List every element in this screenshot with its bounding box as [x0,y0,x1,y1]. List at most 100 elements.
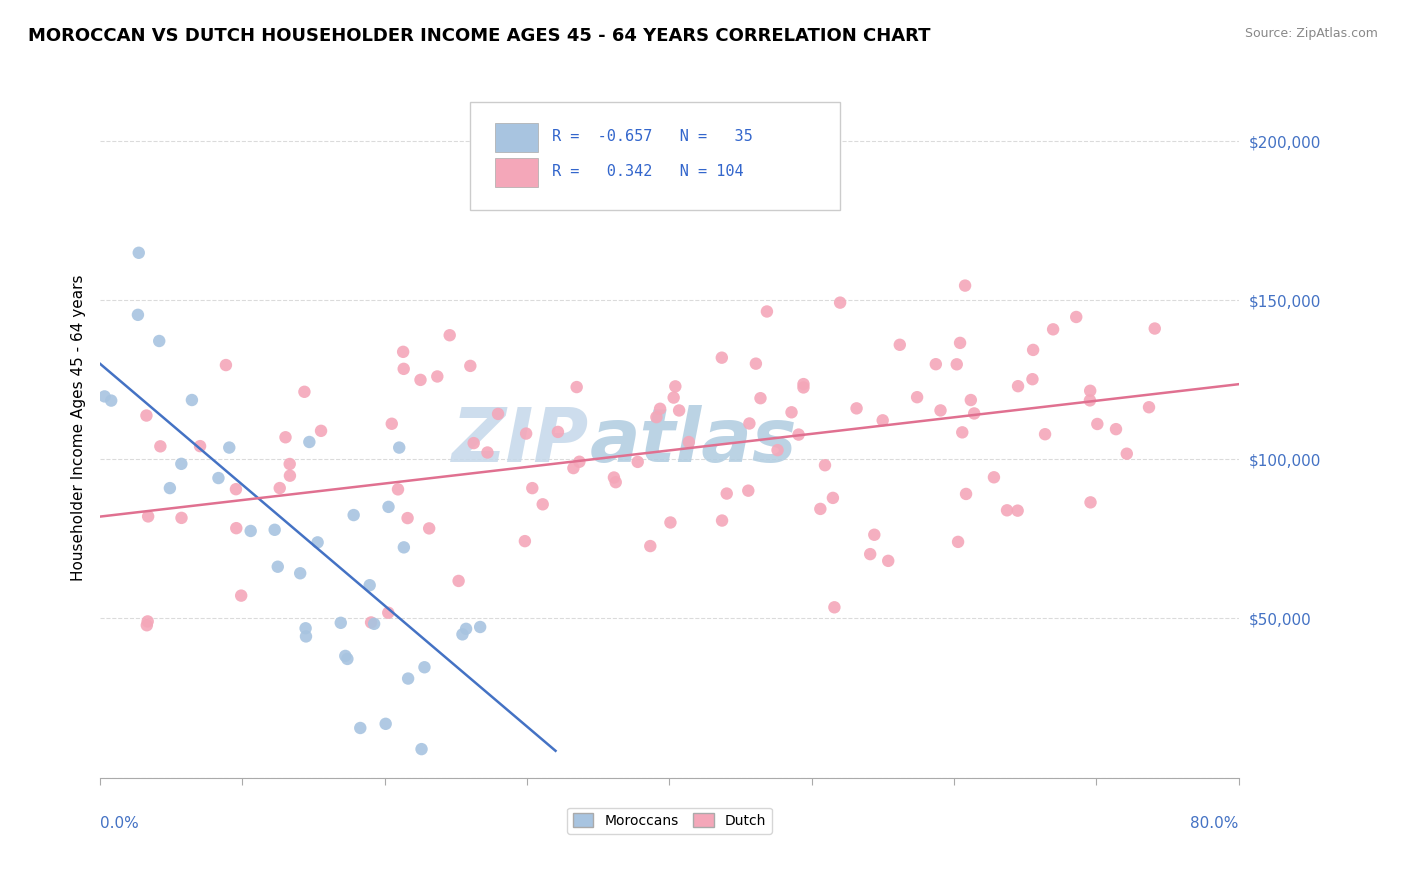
Point [766,443,789,458]
Point [562,461,585,475]
Point [170,457,193,471]
Point [263,523,285,537]
Point [859,547,882,561]
Text: Source: ZipAtlas.com: Source: ZipAtlas.com [1244,27,1378,40]
Point [877,554,900,568]
Point [1042,322,1064,336]
Point [100,393,122,408]
Bar [495,123,538,153]
Point [821,491,844,505]
Point [392,362,415,376]
Point [470,620,492,634]
Point [1137,401,1160,415]
Point [360,615,382,630]
Point [983,470,1005,484]
Point [645,410,668,425]
Point [329,615,352,630]
Point [863,527,886,541]
Point [159,481,181,495]
Point [295,629,318,643]
Point [170,511,193,525]
Point [343,508,366,522]
Point [710,351,733,365]
Point [1085,417,1108,431]
Text: MOROCCAN VS DUTCH HOUSEHOLDER INCOME AGES 45 - 64 YEARS CORRELATION CHART: MOROCCAN VS DUTCH HOUSEHOLDER INCOME AGE… [28,27,931,45]
Point [945,357,967,371]
Point [808,502,831,516]
Point [780,405,803,419]
FancyBboxPatch shape [470,102,841,211]
Point [565,380,588,394]
Point [215,358,238,372]
Point [207,471,229,485]
Point [359,578,381,592]
Point [486,407,509,421]
Point [411,742,433,756]
Point [377,500,399,514]
Point [640,539,662,553]
Point [387,483,409,497]
Point [668,403,690,417]
Point [1143,321,1166,335]
Point [218,441,240,455]
Point [547,425,569,439]
Point [439,328,461,343]
Point [278,457,301,471]
Point [845,401,868,416]
Point [290,566,312,581]
Point [460,359,482,373]
Point [336,652,359,666]
Point [925,357,948,371]
Point [1021,372,1043,386]
Point [335,648,357,663]
Point [1007,503,1029,517]
Point [605,475,627,490]
Point [531,497,554,511]
Point [225,521,247,535]
Point [738,417,761,431]
Point [1078,384,1101,398]
Point [148,334,170,348]
Point [648,401,671,416]
Point [454,622,477,636]
Point [814,458,837,473]
Text: ZIP: ZIP [453,405,589,478]
Point [294,621,316,635]
Point [409,373,432,387]
Point [127,308,149,322]
Point [93,389,115,403]
Point [659,516,682,530]
Point [309,424,332,438]
Point [745,357,768,371]
Point [1105,422,1128,436]
Point [1115,447,1137,461]
Point [374,716,396,731]
Point [381,417,404,431]
Point [269,481,291,495]
Point [274,430,297,444]
Point [568,455,591,469]
Point [396,672,419,686]
Point [413,660,436,674]
Point [149,439,172,453]
Point [451,627,474,641]
Point [136,615,159,629]
Point [792,380,814,394]
Point [872,413,894,427]
Text: R =   0.342   N = 104: R = 0.342 N = 104 [553,164,744,178]
Point [664,379,686,393]
Point [950,425,973,440]
Point [522,481,544,495]
Point [267,559,290,574]
Point [737,483,759,498]
Point [278,468,301,483]
Text: R =  -0.657   N =   35: R = -0.657 N = 35 [553,128,752,144]
Point [1064,310,1087,324]
Point [447,574,470,588]
Point [426,369,449,384]
Point [298,434,321,449]
Point [188,439,211,453]
Point [513,534,536,549]
Point [678,435,700,450]
Point [136,509,159,524]
